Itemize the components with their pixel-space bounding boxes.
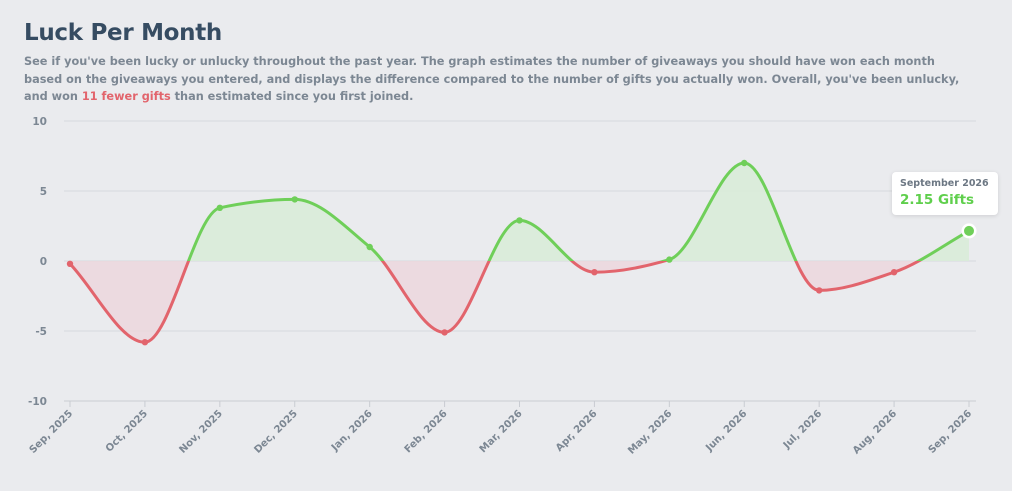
chart-lines [68,161,971,344]
x-tick-label: Dec, 2025 [252,408,299,455]
lucky-line [186,161,971,261]
x-tick-label: Mar, 2026 [478,408,525,455]
x-tick-label: Sep, 2026 [927,408,975,456]
x-tick-label: Aug, 2026 [851,408,899,456]
y-tick-label: 10 [32,116,47,128]
x-tick-label: May, 2026 [626,408,674,456]
x-tick-label: Jun, 2026 [703,408,749,454]
data-point[interactable] [890,269,898,276]
y-tick-label: 5 [40,186,47,198]
x-tick-label: Sep, 2025 [28,408,76,456]
data-point[interactable] [666,256,673,263]
description-text-start: See if you've been lucky or unlucky thro… [24,55,960,103]
unlucky-line [68,261,922,344]
x-tick-label: Apr, 2026 [554,408,600,454]
x-tick-label: Jan, 2026 [329,408,375,454]
x-axis: Sep, 2025 Oct, 2025 Nov, 2025 Dec, 2025 Jan,… [28,401,975,457]
lucky-area [70,163,969,261]
x-tick-label: Feb, 2026 [403,408,450,455]
chart-areas [70,163,969,343]
y-axis-tick-labels: 10 5 0 -5 -10 [28,116,47,408]
tooltip-month: September 2026 [900,178,989,189]
page-description: See if you've been lucky or unlucky thro… [24,53,974,106]
tooltip-value: 2.15 Gifts [900,192,975,208]
x-tick-label: Oct, 2025 [104,408,150,454]
fewer-gifts-highlight: 11 fewer gifts [81,90,171,103]
chart-points [66,159,977,346]
y-tick-label: 0 [40,256,47,268]
unlucky-area [70,261,969,343]
data-point[interactable] [291,196,298,203]
data-point[interactable] [66,260,74,267]
page-title: Luck Per Month [24,20,223,46]
data-point[interactable] [815,287,823,294]
chart-tooltip: September 2026 2.15 Gifts [892,172,998,215]
description-text-end: than estimated since you first joined. [170,90,414,103]
x-tick-label: Nov, 2025 [178,408,225,455]
x-tick-label: Jul, 2026 [781,408,824,451]
data-point[interactable] [741,159,748,167]
data-point[interactable] [441,329,448,336]
data-point[interactable] [141,339,149,346]
data-point[interactable] [366,243,373,251]
data-point[interactable] [216,204,224,211]
y-tick-label: -10 [28,396,47,408]
data-point[interactable] [516,217,523,224]
data-point[interactable] [591,269,598,276]
data-point[interactable] [964,225,974,236]
y-tick-label: -5 [35,326,47,338]
